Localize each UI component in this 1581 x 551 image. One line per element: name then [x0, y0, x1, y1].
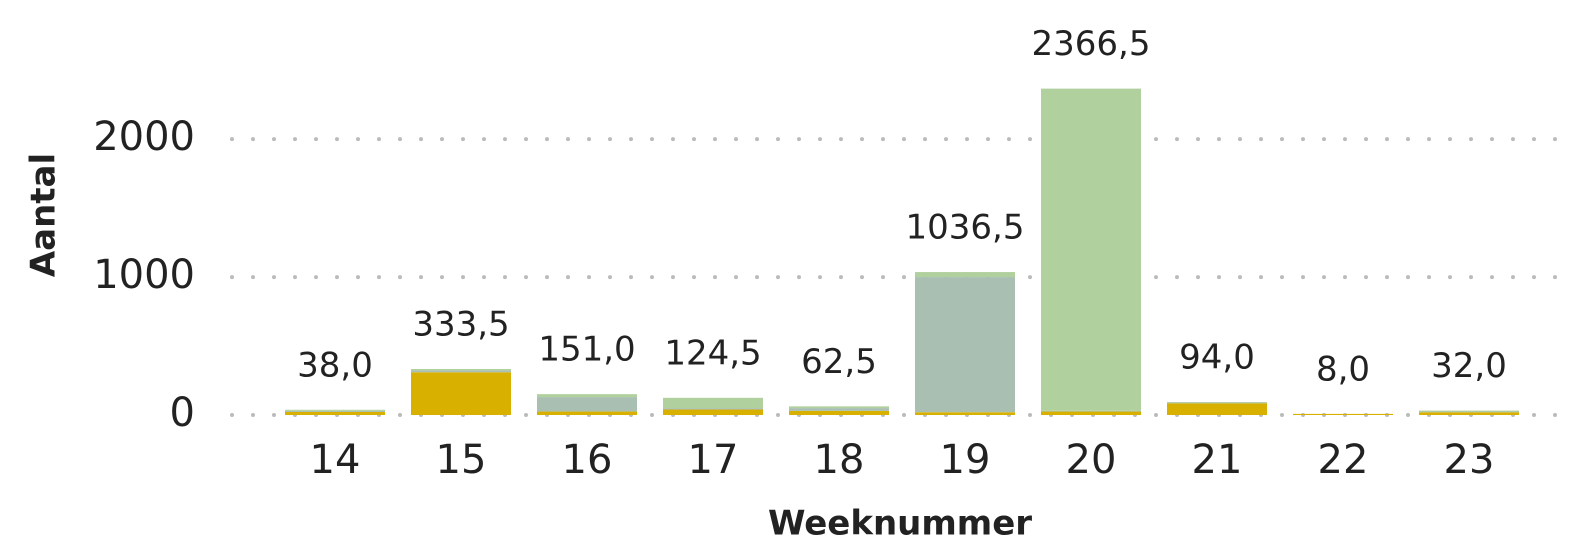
bar-segment	[537, 397, 637, 412]
bar-segment	[411, 372, 511, 415]
bar-segment	[411, 370, 511, 373]
bar-segment	[285, 411, 385, 415]
bar-segment	[663, 408, 763, 410]
bar-segment	[915, 272, 1015, 278]
total-label: 38,0	[297, 345, 373, 385]
total-label: 62,5	[801, 342, 877, 382]
bar-segment	[1419, 412, 1519, 415]
x-tick-label: 18	[814, 437, 865, 483]
bar-segment	[285, 409, 385, 411]
bar-segment	[411, 369, 511, 371]
bar-segment	[1419, 410, 1519, 412]
y-tick-label: 1000	[93, 252, 195, 298]
x-tick-label: 14	[310, 437, 361, 483]
y-axis-label: Aantal	[24, 153, 64, 277]
bar-segment	[1167, 403, 1267, 415]
bar-segment	[537, 411, 637, 415]
total-label: 1036,5	[906, 208, 1025, 248]
total-label: 333,5	[412, 305, 509, 345]
x-tick-label: 16	[562, 437, 613, 483]
bar-segment	[789, 406, 889, 409]
total-label: 8,0	[1316, 349, 1370, 389]
total-label: 2366,5	[1032, 24, 1151, 64]
total-label: 151,0	[538, 330, 635, 370]
bar-segment	[663, 397, 763, 409]
bar-segment	[1167, 402, 1267, 403]
total-label: 94,0	[1179, 338, 1255, 378]
y-tick-label: 0	[170, 390, 195, 436]
bar-segment	[915, 412, 1015, 415]
bar-segment	[285, 410, 385, 412]
x-tick-label: 23	[1444, 437, 1495, 483]
bar-segment	[1419, 411, 1519, 413]
x-tick-label: 17	[688, 437, 739, 483]
bar-segment	[1293, 413, 1393, 415]
bar-segment	[1041, 410, 1141, 412]
x-axis-label: Weeknummer	[768, 504, 1032, 544]
y-tick-label: 2000	[93, 114, 195, 160]
x-tick-label: 15	[436, 437, 487, 483]
total-label: 32,0	[1431, 346, 1507, 386]
bar-segment	[1167, 402, 1267, 404]
total-label: 124,5	[664, 333, 761, 373]
x-tick-label: 22	[1318, 437, 1369, 483]
bar-segment	[1041, 88, 1141, 411]
bar-segment	[1041, 411, 1141, 415]
bar-segment	[663, 409, 763, 415]
bar-segment	[789, 410, 889, 415]
bar-segment	[537, 394, 637, 398]
x-tick-label: 19	[940, 437, 991, 483]
x-tick-label: 20	[1066, 437, 1117, 483]
x-tick-label: 21	[1192, 437, 1243, 483]
bar-segment	[789, 408, 889, 411]
bar-segment	[915, 277, 1015, 413]
